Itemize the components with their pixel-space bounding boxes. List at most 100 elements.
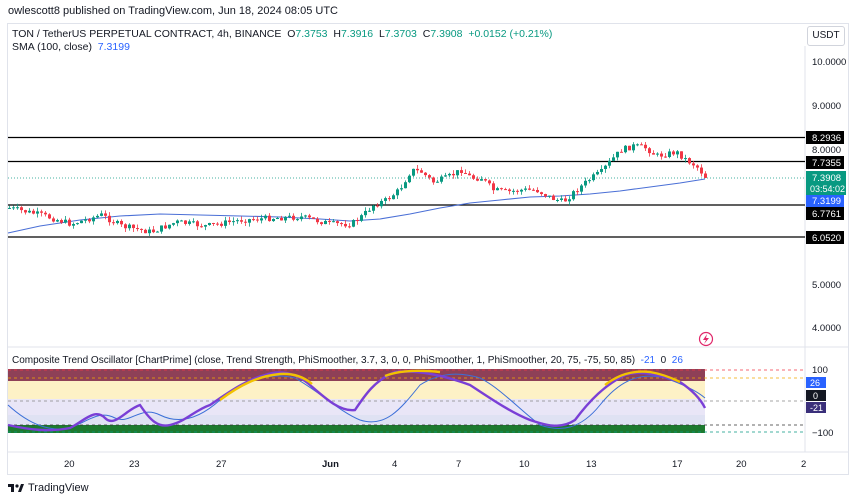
sma-price-label: 7.3199	[812, 196, 841, 207]
time-tick: 13	[586, 459, 597, 470]
candle-body	[28, 210, 31, 213]
level-label: 8.2936	[812, 133, 841, 144]
candle-body	[376, 205, 379, 207]
candle-body	[368, 210, 371, 212]
candle-body	[604, 165, 607, 170]
candle-body	[248, 219, 251, 223]
candle-body	[344, 223, 347, 227]
candle-body	[444, 175, 447, 177]
candle-body	[636, 144, 639, 146]
time-tick: Jun	[322, 459, 339, 470]
candle-body	[700, 167, 703, 174]
time-tick: 17	[672, 459, 683, 470]
candle-body	[252, 219, 255, 221]
candle-body	[396, 189, 399, 196]
oscillator-title: Composite Trend Oscillator [ChartPrime] …	[12, 355, 636, 366]
candle-body	[60, 220, 63, 223]
candle-body	[680, 151, 683, 159]
sma-line[interactable]	[7, 178, 706, 234]
candle-body	[480, 179, 483, 181]
candle-body	[36, 211, 39, 214]
candle-body	[356, 220, 359, 222]
oscillator-main-line	[7, 370, 707, 432]
candle-body	[360, 215, 363, 221]
candle-body	[8, 207, 11, 209]
candle-body	[532, 189, 535, 191]
candle-body	[204, 225, 207, 227]
candle-body	[476, 178, 479, 181]
osc-badge: -21	[810, 403, 823, 413]
candle-body	[260, 218, 263, 221]
candle-body	[504, 189, 507, 191]
candle-body	[696, 165, 699, 168]
candlestick-series[interactable]	[8, 141, 707, 236]
candle-body	[460, 170, 463, 173]
candle-body	[312, 217, 315, 219]
candle-body	[116, 220, 119, 224]
candle-body	[644, 144, 647, 149]
oscillator-value-3: 26	[671, 355, 683, 366]
candle-body	[340, 223, 343, 225]
oscillator-pane[interactable]	[7, 369, 805, 433]
candle-body	[220, 223, 223, 226]
candle-body	[408, 175, 411, 183]
candle-body	[24, 210, 27, 213]
level-lines	[8, 136, 805, 238]
candle-body	[212, 222, 215, 224]
candle-body	[496, 188, 499, 191]
candle-body	[120, 220, 123, 225]
candle-body	[616, 151, 619, 158]
candle-body	[488, 180, 491, 184]
open-label: O	[287, 28, 296, 40]
candle-body	[388, 198, 391, 200]
candle-body	[564, 198, 567, 202]
candle-body	[12, 207, 15, 209]
candle-body	[440, 176, 443, 182]
candle-body	[108, 215, 111, 223]
candle-body	[112, 222, 115, 224]
oscillator-legend[interactable]: Composite Trend Oscillator [ChartPrime] …	[12, 355, 683, 366]
candle-body	[20, 207, 23, 211]
low-value: 7.3703	[384, 28, 417, 40]
time-tick: 23	[129, 459, 140, 470]
candle-body	[596, 171, 599, 175]
candle-body	[536, 189, 539, 193]
candle-body	[400, 188, 403, 190]
candle-body	[588, 180, 591, 182]
candle-body	[300, 216, 303, 220]
candle-body	[472, 175, 475, 179]
symbol-legend[interactable]: TON / TetherUS PERPETUAL CONTRACT, 4h, B…	[12, 28, 552, 40]
candle-body	[524, 188, 527, 190]
candle-body	[628, 145, 631, 151]
candle-body	[520, 189, 523, 192]
candle-body	[272, 218, 275, 222]
candle-body	[288, 215, 291, 217]
candle-body	[168, 224, 171, 229]
candle-body	[228, 220, 231, 223]
candle-body	[236, 220, 239, 222]
candle-body	[556, 199, 559, 201]
symbol-name: TON / TetherUS PERPETUAL CONTRACT, 4h, B…	[12, 28, 282, 40]
currency-button[interactable]: USDT	[807, 26, 845, 46]
candle-body	[16, 207, 19, 209]
oscillator-value-2: 0	[660, 355, 667, 366]
candle-body	[672, 151, 675, 155]
candle-body	[276, 217, 279, 219]
close-label: C	[422, 28, 431, 40]
candle-body	[432, 177, 435, 183]
sma-legend[interactable]: SMA (100, close) 7.3199	[12, 41, 130, 53]
osc-badge: 26	[810, 378, 820, 388]
candle-body	[652, 153, 655, 155]
candle-body	[576, 191, 579, 193]
price-tick: 4.0000	[812, 323, 841, 334]
candle-body	[200, 226, 203, 228]
candle-body	[656, 153, 659, 155]
publish-info: owlescott8 published on TradingView.com,…	[8, 5, 338, 17]
candle-body	[592, 174, 595, 181]
tradingview-logo[interactable]: TradingView	[8, 482, 89, 494]
countdown-label: 03:54:02	[810, 184, 845, 194]
candle-body	[428, 175, 431, 178]
candle-body	[284, 216, 287, 221]
lightning-icon[interactable]	[698, 331, 714, 347]
